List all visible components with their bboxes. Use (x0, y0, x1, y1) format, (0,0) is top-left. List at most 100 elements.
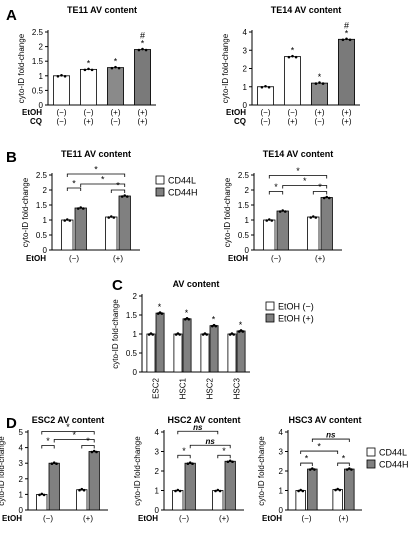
data-point (314, 82, 318, 85)
y-tick-label: 0 (43, 246, 48, 255)
data-point (299, 488, 302, 492)
data-point (278, 210, 282, 213)
data-point (117, 66, 121, 70)
data-point (270, 219, 274, 222)
chart-title: TE11 AV content (61, 149, 131, 159)
significance-star: * (182, 446, 186, 456)
condition-row-label: EtOH (226, 108, 246, 117)
significance-bracket (189, 444, 231, 449)
y-tick-label: 1 (39, 72, 44, 81)
data-point (81, 207, 85, 210)
significance-marker: # * (344, 20, 349, 38)
data-point (50, 462, 54, 466)
y-tick-label: 2 (133, 292, 138, 301)
bar (307, 216, 320, 251)
data-point (174, 489, 177, 493)
bar (224, 460, 236, 511)
legend-swatch (366, 447, 376, 457)
bar (283, 56, 301, 106)
significance-bracket (177, 430, 219, 435)
condition-value: (+) (342, 117, 352, 126)
group-label: (−) (302, 514, 312, 523)
condition-row-label: CQ (30, 117, 42, 126)
data-point (350, 468, 353, 471)
significance-star: * (296, 166, 300, 176)
significance-bracket (66, 187, 82, 191)
bar (344, 468, 355, 511)
y-axis-label: cyto-ID fold-change (221, 33, 230, 103)
data-point (151, 333, 155, 336)
y-tick-label: 0 (39, 101, 44, 110)
chart-title: HSC2 AV content (167, 415, 240, 425)
significance-star: * (222, 446, 226, 456)
group-label: (+) (339, 514, 349, 523)
group-label: (+) (83, 514, 93, 523)
bar (172, 490, 184, 511)
data-point (125, 195, 129, 198)
group-label: (−) (69, 254, 79, 263)
y-axis-label: cyto-ID fold-change (21, 177, 30, 247)
significance-bracket (311, 438, 350, 443)
data-point (187, 318, 191, 321)
y-axis-label: cyto-ID fold-change (257, 436, 266, 506)
data-point (287, 55, 291, 59)
chart-title: AV content (173, 279, 220, 289)
data-point (265, 219, 269, 222)
data-point (334, 488, 337, 492)
data-point (291, 54, 294, 58)
y-tick-label: 0.5 (32, 86, 44, 95)
data-point (205, 333, 209, 336)
data-point (216, 488, 220, 492)
significance-star: * (86, 436, 90, 446)
significance-star: * (72, 179, 76, 189)
y-tick-label: 3 (19, 459, 24, 468)
data-point (297, 489, 300, 493)
group-label: (+) (219, 514, 229, 523)
bar (76, 489, 88, 511)
data-point (83, 68, 87, 72)
significance-star: * (72, 430, 76, 440)
data-point (40, 492, 44, 496)
significance-bracket (41, 431, 95, 435)
y-tick-label: 1 (155, 487, 160, 496)
significance-bracket (80, 183, 126, 187)
significance-bracket (300, 462, 313, 467)
bar (146, 333, 156, 373)
y-tick-label: 2 (155, 467, 160, 476)
data-point (137, 48, 141, 52)
bar (332, 489, 343, 511)
data-point (123, 194, 127, 197)
legend-label: EtOH (+) (278, 314, 314, 324)
bar (105, 216, 118, 251)
y-tick-label: 1 (279, 487, 284, 496)
ns-label: ns (206, 437, 216, 446)
data-point (214, 489, 217, 493)
condition-row-label: CQ (234, 117, 246, 126)
significance-bracket (66, 173, 126, 177)
significance-bracket (177, 454, 191, 459)
y-tick-label: 2 (43, 186, 48, 195)
condition-value: (−) (261, 108, 271, 117)
y-tick-label: 3 (155, 448, 160, 457)
data-point (38, 493, 41, 497)
legend-swatch (155, 187, 165, 197)
chart-title: HSC3 AV content (288, 415, 361, 425)
data-point (341, 38, 345, 42)
bar (36, 493, 48, 511)
significance-bracket (110, 189, 126, 193)
significance-star: * (116, 181, 120, 191)
data-point (311, 215, 315, 218)
y-tick-label: 2.5 (36, 171, 48, 180)
significance-star: * (303, 176, 307, 186)
bar (307, 468, 318, 511)
y-axis-label: cyto-ID fold-change (0, 436, 6, 506)
significance-star: * (318, 182, 322, 192)
chart-te14-av-content-a: TE14 AV content 0 1 2 3 4 cyto-ID fold-change (… (221, 5, 360, 126)
data-point (301, 489, 305, 493)
significance-star: * (239, 320, 243, 330)
data-point (314, 216, 318, 219)
data-point (294, 55, 298, 59)
data-point (60, 74, 63, 77)
condition-value: (−) (315, 117, 325, 126)
data-point (348, 38, 352, 42)
